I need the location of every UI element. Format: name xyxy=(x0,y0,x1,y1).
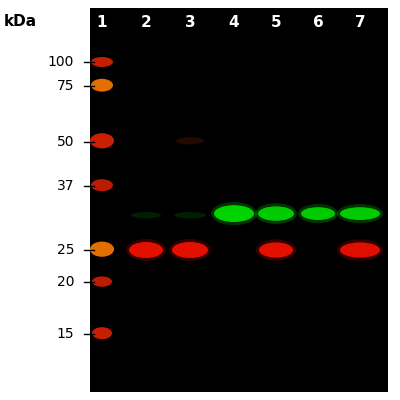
Ellipse shape xyxy=(258,206,294,221)
Bar xyxy=(90,8,388,392)
Ellipse shape xyxy=(301,207,335,220)
Ellipse shape xyxy=(211,202,257,225)
Text: 4: 4 xyxy=(229,15,239,30)
Ellipse shape xyxy=(255,203,297,224)
Ellipse shape xyxy=(169,239,211,261)
Ellipse shape xyxy=(129,242,163,258)
Ellipse shape xyxy=(91,179,113,191)
Ellipse shape xyxy=(176,137,204,144)
Ellipse shape xyxy=(91,57,113,67)
Text: kDa: kDa xyxy=(4,14,37,29)
Text: 75: 75 xyxy=(56,79,74,93)
Bar xyxy=(0,0,90,400)
Text: 37: 37 xyxy=(56,179,74,193)
Ellipse shape xyxy=(340,207,380,220)
Text: 15: 15 xyxy=(56,327,74,341)
Ellipse shape xyxy=(298,204,338,223)
Text: 5: 5 xyxy=(271,15,281,30)
Ellipse shape xyxy=(92,276,112,287)
Text: 50: 50 xyxy=(56,135,74,149)
Text: 25: 25 xyxy=(56,243,74,257)
Ellipse shape xyxy=(91,79,113,92)
Ellipse shape xyxy=(337,239,383,261)
Ellipse shape xyxy=(256,239,296,261)
Text: 100: 100 xyxy=(48,55,74,69)
Ellipse shape xyxy=(214,205,254,222)
Text: 7: 7 xyxy=(355,15,365,30)
Text: 20: 20 xyxy=(56,275,74,289)
Ellipse shape xyxy=(131,212,161,218)
Ellipse shape xyxy=(90,242,114,257)
Ellipse shape xyxy=(174,212,206,218)
Ellipse shape xyxy=(337,204,383,223)
Ellipse shape xyxy=(90,133,114,148)
Text: 3: 3 xyxy=(185,15,195,30)
Text: 1: 1 xyxy=(97,15,107,30)
Ellipse shape xyxy=(126,239,166,261)
Ellipse shape xyxy=(340,242,380,258)
Text: 2: 2 xyxy=(141,15,151,30)
Text: 6: 6 xyxy=(313,15,323,30)
Ellipse shape xyxy=(92,327,112,339)
Ellipse shape xyxy=(259,242,293,258)
Ellipse shape xyxy=(172,242,208,258)
